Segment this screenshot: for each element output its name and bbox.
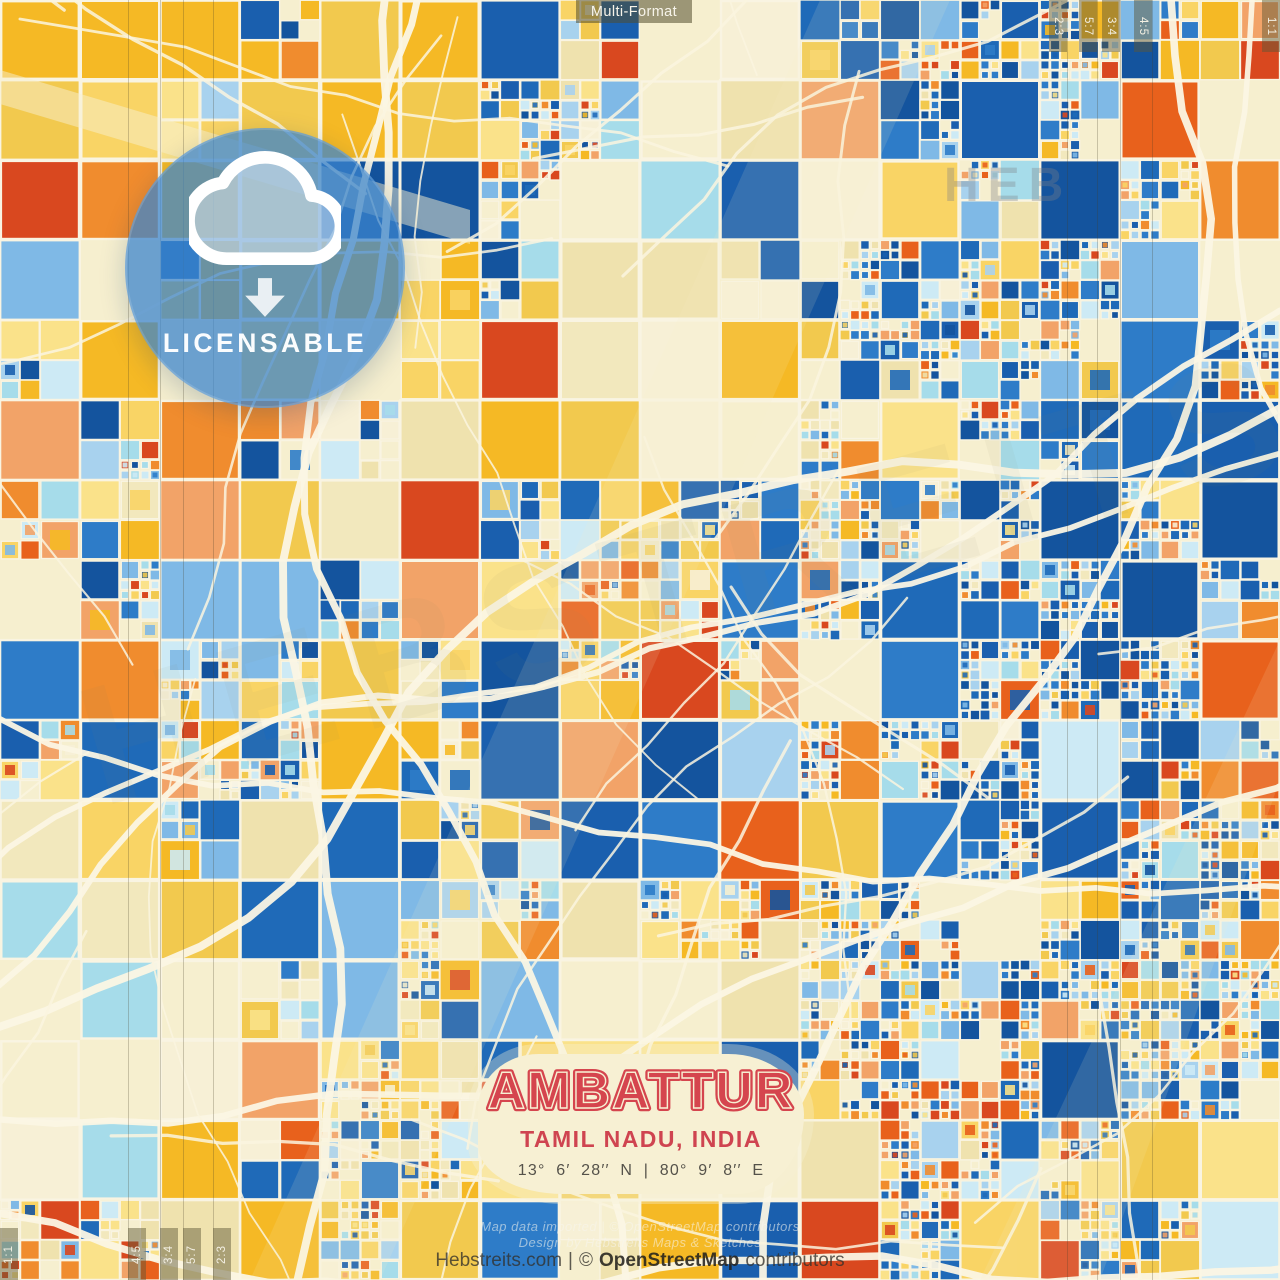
attribution-bar: Hebstreits.com | © OpenStreetMap contributor… — [0, 1250, 1280, 1272]
copyright-symbol: © — [578, 1250, 593, 1271]
aspect-tab-label: 3:4 — [1105, 16, 1117, 36]
cloud-download-icon — [189, 151, 341, 266]
aspect-tab-label: 2:3 — [1052, 16, 1064, 36]
title-card: AMBATTUR AMBATTUR TAMIL NADU, INDIA 13° … — [478, 1054, 804, 1194]
aspect-tab-label: 4:5 — [1137, 16, 1149, 36]
aspect-tab-2-3[interactable]: 2:3 — [213, 1228, 231, 1280]
openstreetmap-link[interactable]: OpenStreetMap — [598, 1250, 740, 1271]
aspect-tab-1-1[interactable]: 1:1 — [0, 1228, 18, 1280]
aspect-tab-4-5[interactable]: 4:5 — [1134, 0, 1152, 52]
aspect-tab-5-7[interactable]: 5:7 — [1079, 0, 1097, 52]
crop-guide-line — [128, 0, 129, 1280]
divider: | — [568, 1250, 573, 1271]
aspect-tab-label: 5:7 — [1082, 16, 1094, 36]
aspect-tab-3-4[interactable]: 3:4 — [1102, 0, 1120, 52]
svg-text:AMBATTUR: AMBATTUR — [488, 1062, 795, 1120]
crop-guide-line — [1152, 0, 1153, 1280]
aspect-tab-2-3[interactable]: 2:3 — [1049, 0, 1067, 52]
brand-watermark-fragment: HEB — [944, 159, 1073, 212]
svg-text:AMBATTUR: AMBATTUR — [488, 1062, 795, 1120]
city-title: AMBATTUR AMBATTUR — [485, 1060, 796, 1123]
hebstreits-link[interactable]: Hebstreits.com — [435, 1250, 563, 1271]
crop-guide-line — [1120, 0, 1121, 1280]
aspect-tab-4-5[interactable]: 4:5 — [128, 1228, 146, 1280]
aspect-tab-3-4[interactable]: 3:4 — [160, 1228, 178, 1280]
crop-guide-line — [160, 0, 161, 1280]
aspect-tab-label: 1:1 — [1265, 16, 1277, 36]
aspect-tab-5-7[interactable]: 5:7 — [183, 1228, 201, 1280]
crop-guide-line — [1067, 0, 1068, 1280]
coordinates-text: 13° 6′ 28′′ N | 80° 9′ 8′′ E — [517, 1162, 765, 1179]
crop-guide-line — [183, 0, 184, 1280]
map-credit-watermark: Map data imported | © OpenStreetMap cont… — [480, 1219, 800, 1234]
download-arrow-icon — [245, 278, 285, 317]
region-subtitle: TAMIL NADU, INDIA — [520, 1126, 762, 1152]
multi-format-tag: Multi-Format — [576, 0, 692, 23]
aspect-tab-1-1[interactable]: 1:1 — [1262, 0, 1280, 52]
licensable-badge[interactable]: LICENSABLE — [125, 128, 405, 408]
licensable-label: LICENSABLE — [162, 328, 368, 358]
contributors-label: contributors — [745, 1250, 845, 1271]
design-credit-watermark: Design by Hebstreits Maps & Sketches — [518, 1235, 762, 1250]
crop-guide-line — [1097, 0, 1098, 1280]
crop-guide-line — [213, 0, 214, 1280]
